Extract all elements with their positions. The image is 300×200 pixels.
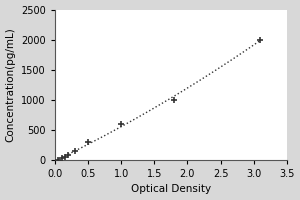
X-axis label: Optical Density: Optical Density <box>131 184 211 194</box>
Y-axis label: Concentration(pg/mL): Concentration(pg/mL) <box>6 27 16 142</box>
